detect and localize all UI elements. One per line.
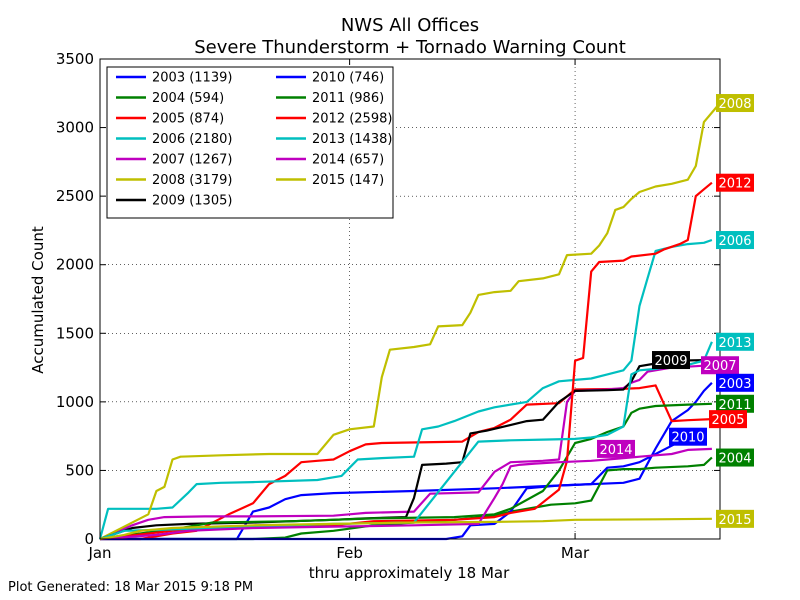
legend-entry-2006: 2006 (2180) — [116, 132, 232, 147]
series-line-2011 — [99, 402, 712, 541]
legend-entry-2005: 2005 (874) — [116, 112, 224, 127]
end-label-2006: 2006 — [716, 231, 754, 250]
end-label-2010: 2010 — [669, 427, 707, 446]
end-label-2005: 2005 — [709, 410, 747, 429]
chart-title: NWS All Offices — [341, 15, 479, 36]
end-label-2014: 2014 — [597, 439, 635, 458]
end-label-box — [701, 356, 739, 375]
end-label-2004: 2004 — [716, 448, 754, 467]
x-axis-label: thru approximately 18 Mar — [309, 564, 510, 582]
legend-label: 2004 (594) — [152, 91, 224, 106]
x-tick-label: Jan — [87, 544, 111, 562]
series-line-2012 — [99, 181, 713, 541]
legend-entry-2013: 2013 (1438) — [276, 132, 392, 147]
legend-entry-2004: 2004 (594) — [116, 91, 224, 106]
end-label-box — [716, 373, 754, 392]
end-label-2013: 2013 — [716, 332, 754, 351]
end-label-box — [716, 231, 754, 250]
end-label-2003: 2003 — [716, 373, 754, 392]
series-line-2008 — [99, 102, 721, 540]
end-label-2007: 2007 — [701, 356, 739, 375]
y-tick-label: 500 — [65, 461, 94, 479]
end-label-box — [716, 509, 754, 528]
series-line-2007 — [99, 364, 712, 541]
legend-label: 2013 (1438) — [312, 132, 392, 147]
end-label-box — [716, 94, 754, 113]
series-line-2014 — [99, 447, 712, 541]
end-label-2009: 2009 — [652, 351, 690, 370]
end-label-box — [716, 394, 754, 413]
y-tick-label: 1500 — [56, 324, 94, 342]
series-line-2003 — [100, 382, 713, 541]
y-tick-label: 2000 — [56, 256, 94, 274]
y-tick-label: 1000 — [56, 393, 94, 411]
legend-label: 2009 (1305) — [152, 194, 232, 209]
end-label-text: 2005 — [711, 413, 744, 428]
legend-entry-2012: 2012 (2598) — [276, 112, 392, 127]
legend-entry-2015: 2015 (147) — [276, 173, 384, 188]
legend-entry-2003: 2003 (1139) — [116, 71, 232, 86]
end-label-2015: 2015 — [716, 509, 754, 528]
plot-frame — [99, 58, 721, 540]
legend-label: 2008 (3179) — [152, 173, 232, 188]
end-label-text: 2011 — [718, 398, 751, 413]
legend-entry-2008: 2008 (3179) — [116, 173, 232, 188]
legend-label: 2015 (147) — [312, 173, 384, 188]
end-label-text: 2006 — [718, 234, 751, 249]
legend-entry-2014: 2014 (657) — [276, 153, 384, 168]
series-line-2006 — [98, 238, 713, 540]
legend-label: 2003 (1139) — [152, 71, 232, 86]
y-tick-label: 3000 — [56, 119, 94, 137]
y-tick-label: 0 — [84, 530, 94, 548]
end-label-2008: 2008 — [716, 94, 754, 113]
end-label-box — [716, 448, 754, 467]
end-label-text: 2014 — [599, 443, 632, 458]
legend-label: 2012 (2598) — [312, 112, 392, 127]
end-label-box — [597, 439, 635, 458]
end-label-box — [716, 332, 754, 351]
y-axis-label: Accumulated Count — [29, 226, 47, 374]
end-label-2012: 2012 — [716, 173, 754, 192]
end-label-text: 2007 — [703, 359, 736, 374]
end-label-2011: 2011 — [716, 394, 754, 413]
end-label-text: 2003 — [718, 377, 751, 392]
y-tick-label: 3500 — [56, 50, 94, 68]
end-label-text: 2009 — [654, 354, 687, 369]
legend-label: 2007 (1267) — [152, 153, 232, 168]
end-label-text: 2004 — [718, 452, 751, 467]
end-label-box — [652, 351, 690, 370]
x-tick-label: Feb — [336, 544, 363, 562]
x-tick-label: Mar — [561, 544, 590, 562]
end-label-text: 2015 — [718, 513, 751, 528]
end-label-text: 2012 — [718, 177, 751, 192]
series-line-2004 — [100, 456, 713, 541]
legend-entry-2009: 2009 (1305) — [116, 194, 232, 209]
end-label-box — [669, 427, 707, 446]
legend-label: 2006 (2180) — [152, 132, 232, 147]
legend-label: 2011 (986) — [312, 91, 384, 106]
series-line-2015 — [99, 517, 712, 541]
y-tick-label: 2500 — [56, 187, 94, 205]
chart-subtitle: Severe Thunderstorm + Tornado Warning Co… — [194, 37, 626, 58]
legend-entry-2011: 2011 (986) — [276, 91, 384, 106]
legend-label: 2014 (657) — [312, 153, 384, 168]
legend-entry-2010: 2010 (746) — [276, 71, 384, 86]
end-label-box — [716, 173, 754, 192]
legend-label: 2010 (746) — [312, 71, 384, 86]
legend-entry-2007: 2007 (1267) — [116, 153, 232, 168]
legend: 2003 (1139) 2004 (594) 2005 (874) 2006 (218… — [106, 66, 394, 219]
end-label-box — [709, 410, 747, 429]
legend-label: 2005 (874) — [152, 112, 224, 127]
axis-ticks: 0 500 1000 1500 2000 2500 3000 3500 Jan Feb Mar — [56, 50, 720, 562]
series-lines — [98, 102, 721, 541]
end-label-text: 2013 — [718, 336, 751, 351]
end-label-text: 2008 — [718, 97, 751, 112]
end-label-text: 2010 — [671, 431, 704, 446]
plot-generated-footer: Plot Generated: 18 Mar 2015 9:18 PM — [8, 580, 253, 595]
legend-box — [106, 66, 394, 219]
